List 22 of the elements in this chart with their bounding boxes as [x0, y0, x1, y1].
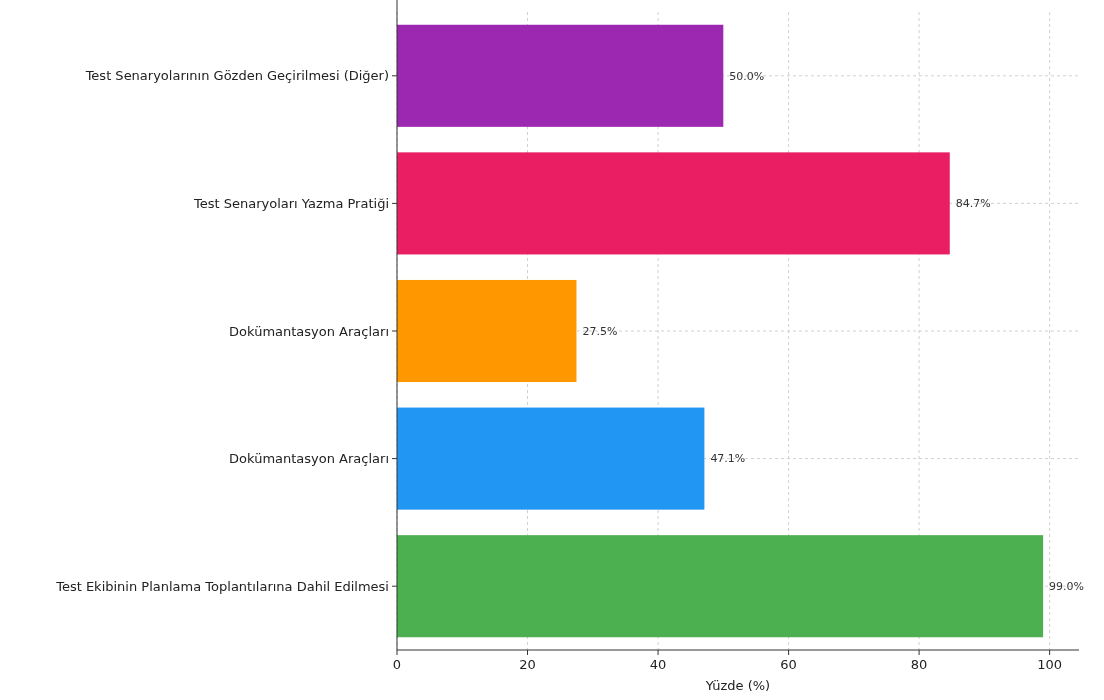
y-tick-label: Test Senaryolarının Gözden Geçirilmesi (Diğer)	[84, 68, 389, 84]
data-label: 47.1%	[710, 452, 746, 466]
x-tick-label: 80	[910, 657, 928, 672]
data-label: 27.5%	[582, 324, 618, 338]
data-label: 84.7%	[955, 197, 991, 211]
bar	[397, 407, 705, 510]
data-label: 99.0%	[1049, 580, 1085, 594]
y-tick-label: Test Senaryoları Yazma Pratiği	[192, 195, 389, 211]
bar	[397, 535, 1044, 638]
data-label: 50.0%	[729, 69, 765, 83]
y-tick-label: Test Ekibinin Planlama Toplantılarına Dahil Edilmesi	[55, 578, 389, 594]
x-tick-label: 20	[519, 657, 536, 672]
bar	[397, 279, 577, 383]
x-tick-label: 0	[392, 657, 402, 672]
x-tick-label: 100	[1037, 657, 1063, 672]
y-tick-label: Dokümantasyon Araçları	[229, 451, 389, 467]
y-tick-label: Dokümantasyon Araçları	[229, 323, 389, 339]
x-tick-label: 40	[649, 657, 667, 672]
x-axis-title: Yüzde (%)	[704, 678, 771, 693]
x-tick-label: 60	[780, 657, 797, 672]
bar	[397, 24, 724, 127]
bar	[397, 152, 950, 255]
